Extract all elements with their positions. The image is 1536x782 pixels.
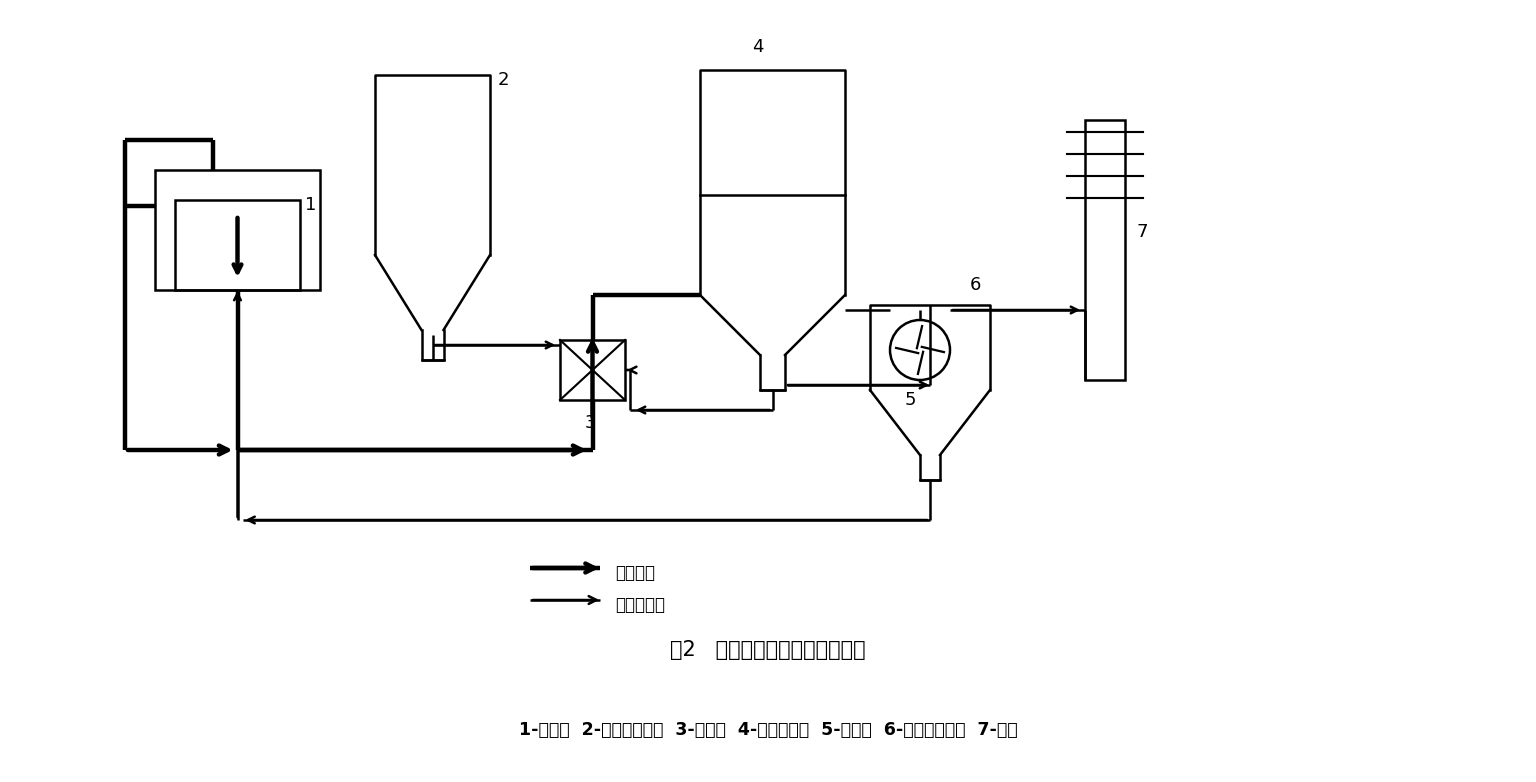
Bar: [561, 340, 625, 400]
Bar: [155, 170, 319, 290]
Text: 5: 5: [905, 391, 917, 409]
Text: 2: 2: [498, 71, 510, 89]
Text: 1-电解槽  2-新鲜氧化铝仓  3-反应器  4-袋式除尘器  5-引风机  6-载氟氧化铝仓  7-烟囱: 1-电解槽 2-新鲜氧化铝仓 3-反应器 4-袋式除尘器 5-引风机 6-载氟氧…: [519, 721, 1017, 739]
Text: 1: 1: [306, 196, 316, 214]
Text: 烟气流程: 烟气流程: [614, 564, 654, 582]
Text: 4: 4: [753, 38, 763, 56]
Text: 7: 7: [1137, 223, 1149, 241]
Bar: [1084, 120, 1124, 380]
Bar: [175, 200, 300, 290]
Text: 氧化铝流程: 氧化铝流程: [614, 596, 665, 614]
Text: 3: 3: [585, 414, 596, 432]
Text: 图2   电解烟气干法净化工艺流程: 图2 电解烟气干法净化工艺流程: [670, 640, 866, 660]
Text: 6: 6: [971, 276, 982, 294]
